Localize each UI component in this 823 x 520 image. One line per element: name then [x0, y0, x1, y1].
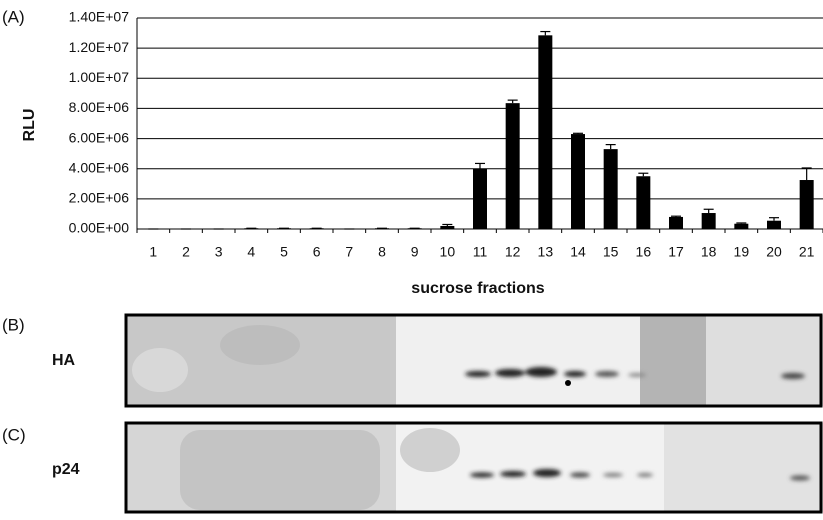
error-bar: [736, 223, 746, 224]
x-tick-label: 7: [345, 244, 353, 260]
error-bar: [606, 145, 616, 150]
y-tick-label: 0.00E+00: [69, 220, 130, 236]
y-tick-label: 8.00E+06: [69, 99, 130, 115]
bar: [506, 103, 520, 229]
y-tick-label: 2.00E+06: [69, 190, 130, 206]
x-tick-label: 9: [411, 244, 419, 260]
x-tick-label: 4: [247, 244, 255, 260]
error-bar: [442, 224, 452, 226]
bar: [604, 149, 618, 229]
error-bar: [802, 168, 812, 180]
figure: (A) RLU sucrose fractions (B) HA (C) p24: [0, 0, 823, 515]
error-bar: [769, 218, 779, 221]
blot-image: [126, 315, 823, 406]
blot-label: p24: [52, 461, 80, 478]
error-bar: [671, 216, 681, 217]
bar: [538, 35, 552, 229]
y-tick-label: 1.00E+07: [69, 69, 130, 85]
x-tick-label: 15: [603, 244, 619, 260]
bar: [473, 169, 487, 229]
bar: [767, 221, 781, 229]
y-tick-label: 1.40E+07: [69, 9, 130, 25]
x-tick-label: 3: [215, 244, 223, 260]
x-tick-label: 1: [149, 244, 157, 260]
y-axis-label: RLU: [21, 109, 38, 142]
x-tick-label: 19: [734, 244, 750, 260]
error-bar: [540, 32, 550, 36]
panel-label: (C): [2, 425, 26, 444]
x-tick-label: 11: [473, 244, 488, 260]
x-tick-label: 6: [313, 244, 321, 260]
x-tick-label: 8: [378, 244, 386, 260]
panel-label: (A): [2, 7, 25, 26]
blot-label: HA: [52, 352, 76, 369]
error-bar: [508, 100, 518, 103]
blot-image: [126, 423, 823, 512]
x-tick-label: 13: [538, 244, 554, 260]
bar: [636, 176, 650, 229]
bar: [702, 213, 716, 229]
bar: [669, 217, 683, 229]
error-bar: [704, 209, 714, 213]
x-tick-label: 20: [766, 244, 782, 260]
x-tick-label: 12: [505, 244, 521, 260]
x-tick-label: 17: [668, 244, 684, 260]
x-tick-label: 5: [280, 244, 288, 260]
bar: [440, 226, 454, 229]
x-axis-label: sucrose fractions: [411, 280, 544, 297]
x-tick-label: 10: [440, 244, 456, 260]
x-tick-label: 18: [701, 244, 717, 260]
y-tick-label: 6.00E+06: [69, 129, 130, 145]
bar: [734, 224, 748, 229]
x-tick-label: 16: [636, 244, 652, 260]
y-tick-label: 4.00E+06: [69, 159, 130, 175]
error-bar: [638, 173, 648, 176]
bar: [800, 180, 814, 229]
x-tick-label: 2: [182, 244, 190, 260]
y-tick-label: 1.20E+07: [69, 39, 130, 55]
x-tick-label: 14: [570, 244, 586, 260]
x-tick-label: 21: [799, 244, 815, 260]
error-bar: [475, 163, 485, 168]
error-bar: [573, 133, 583, 134]
bar: [571, 134, 585, 229]
panel-label: (B): [2, 315, 25, 334]
